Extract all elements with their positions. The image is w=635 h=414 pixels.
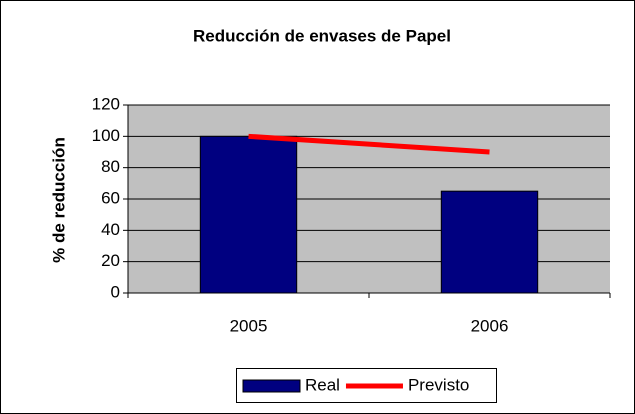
bar — [199, 135, 298, 294]
y-tick-label: 20 — [101, 251, 120, 270]
x-tick-label: 2005 — [230, 316, 268, 335]
x-tick-label: 2006 — [471, 316, 509, 335]
y-tick-label: 40 — [101, 220, 120, 239]
legend-label: Real — [305, 375, 340, 394]
y-tick-label: 100 — [92, 126, 120, 145]
chart-title: Reducción de envases de Papel — [193, 26, 451, 45]
line — [248, 133, 490, 155]
bar — [440, 190, 539, 294]
legend-swatch — [242, 379, 301, 393]
legend-label: Previsto — [408, 375, 469, 394]
y-tick-label: 80 — [101, 157, 120, 176]
y-axis-label: % de reducción — [49, 137, 68, 263]
y-tick-label: 60 — [101, 188, 120, 207]
y-tick-label: 0 — [111, 282, 120, 301]
y-tick-label: 120 — [92, 94, 120, 113]
